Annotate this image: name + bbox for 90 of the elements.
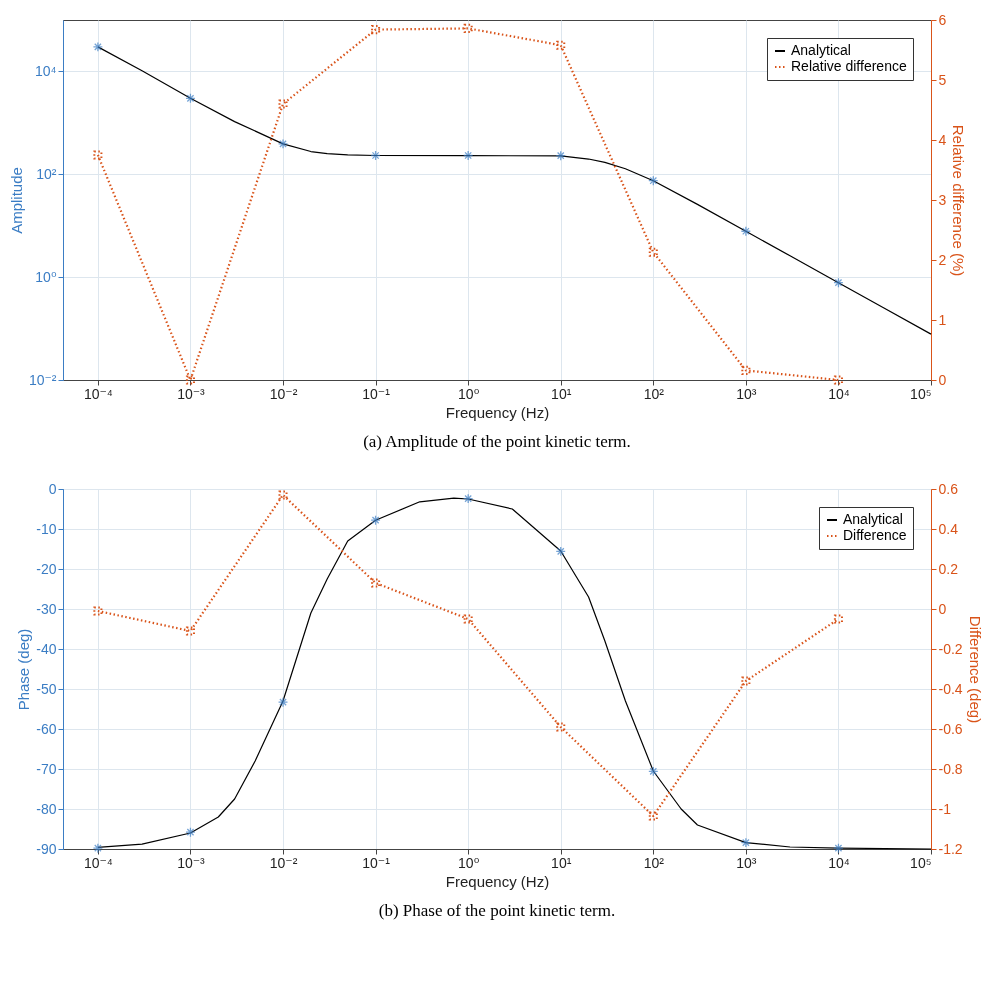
point [648, 811, 658, 821]
y-axis-title: Amplitude [7, 167, 25, 234]
y-tick-label: -30 [36, 600, 57, 617]
y-tick-label: -80 [36, 800, 57, 817]
y2-tick-label: 0.2 [938, 560, 959, 577]
point [648, 175, 659, 186]
legend-label: Analytical [843, 511, 903, 527]
y2-tick-label: 0.6 [938, 480, 959, 497]
y-tick-label: -20 [36, 560, 57, 577]
y-tick-label: -40 [36, 640, 57, 657]
y-tick-label: 10⁴ [34, 62, 57, 79]
y2-tick-label: -0.2 [938, 640, 963, 657]
y2-tick-label: 6 [938, 11, 947, 28]
point [92, 41, 103, 53]
point [93, 606, 103, 616]
x-tick-label: 10⁻² [269, 854, 298, 871]
point [555, 546, 566, 557]
x-tick-label: 10² [643, 854, 665, 871]
point [833, 843, 844, 854]
y2-tick-label: -0.4 [938, 680, 963, 697]
y-tick-label: -50 [36, 680, 57, 697]
y2-tick-label: -1 [938, 800, 952, 817]
point [278, 490, 288, 500]
x-tick-label: 10² [643, 385, 665, 402]
point [370, 150, 381, 161]
point [277, 138, 289, 150]
x-axis-title: Frequency (Hz) [445, 403, 550, 421]
text: (b) Phase of the point kinetic term. [378, 901, 616, 920]
y2-tick-label: -0.8 [938, 760, 963, 777]
point [277, 697, 289, 708]
text: (a) Amplitude of the point kinetic term. [363, 432, 631, 451]
legend-label: Difference [843, 527, 907, 543]
legend-label: Analytical [791, 42, 851, 58]
point [185, 626, 195, 636]
x-tick-label: 10⁻² [269, 385, 298, 402]
y2-axis-title: Relative difference (%) [950, 124, 968, 277]
point [370, 515, 381, 526]
point [92, 843, 103, 854]
y2-tick-label: 1 [938, 311, 947, 328]
point [185, 827, 196, 838]
point [463, 614, 473, 624]
point [463, 150, 474, 161]
x-tick-label: 10³ [736, 385, 757, 402]
y-tick-label: -70 [36, 760, 57, 777]
y2-tick-label: -0.6 [938, 720, 963, 737]
y2-tick-label: 2 [938, 251, 947, 268]
point [185, 93, 196, 104]
y-tick-label: -90 [36, 840, 57, 857]
point [556, 722, 566, 732]
y-tick-label: -60 [36, 720, 57, 737]
y2-tick-label: -1.2 [938, 840, 963, 857]
x-tick-label: 10⁴ [828, 385, 850, 402]
y2-tick-label: 4 [938, 131, 947, 148]
point [555, 150, 566, 161]
x-tick-label: 10⁻³ [177, 854, 206, 871]
x-tick-label: 10⁻³ [177, 385, 206, 402]
x-tick-label: 10⁰ [458, 385, 480, 402]
x-tick-label: 10⁰ [458, 854, 480, 871]
point [740, 226, 751, 237]
x-tick-label: 10⁻¹ [362, 854, 391, 871]
y2-tick-label: 0 [938, 371, 947, 388]
x-tick-label: 10⁻⁴ [83, 385, 113, 402]
x-tick-label: 10³ [736, 854, 757, 871]
y2-tick-label: 0.4 [938, 520, 959, 537]
legend-label: Relative difference [791, 58, 907, 74]
x-tick-label: 10⁵ [910, 385, 932, 402]
y2-axis-title: Difference (deg) [966, 615, 984, 724]
y-tick-label: 0 [48, 480, 57, 497]
x-axis-title: Frequency (Hz) [445, 872, 550, 890]
x-tick-label: 10¹ [551, 854, 572, 871]
y2-tick-label: 5 [938, 71, 947, 88]
x-tick-label: 10⁴ [828, 854, 850, 871]
y-tick-label: 10⁰ [35, 268, 57, 285]
x-tick-label: 10⁵ [910, 854, 932, 871]
y-tick-label: 10⁻² [28, 371, 57, 388]
x-tick-label: 10⁻¹ [362, 385, 391, 402]
x-tick-label: 10⁻⁴ [83, 854, 113, 871]
y-tick-label: -10 [36, 520, 57, 537]
y2-tick-label: 0 [938, 600, 947, 617]
point [648, 766, 659, 777]
y-tick-label: 10² [36, 165, 57, 182]
point [371, 578, 381, 588]
point [740, 837, 751, 848]
point [741, 676, 751, 686]
point [833, 614, 843, 624]
y-axis-title: Phase (deg) [15, 628, 33, 711]
y2-tick-label: 3 [938, 191, 947, 208]
point [463, 493, 474, 504]
x-tick-label: 10¹ [551, 385, 572, 402]
point [833, 277, 844, 288]
